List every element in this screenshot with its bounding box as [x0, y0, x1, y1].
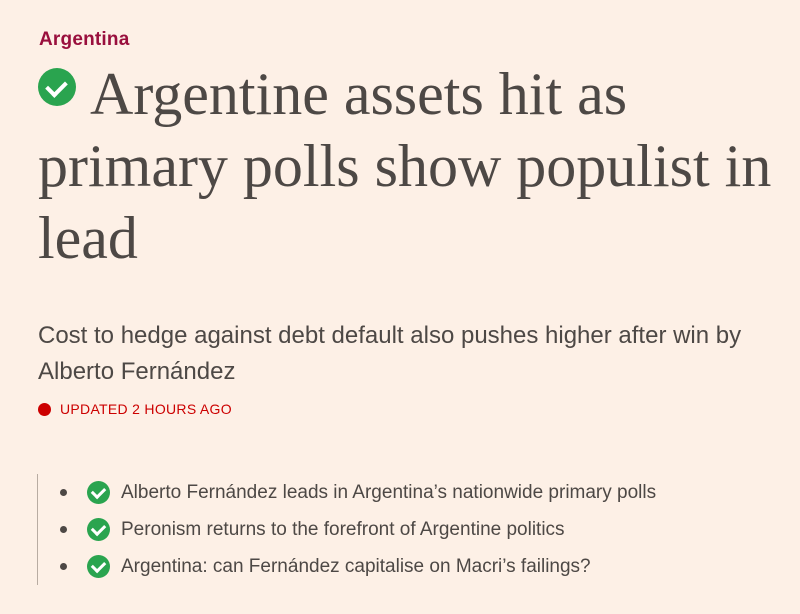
related-item: Peronism returns to the forefront of Arg… — [38, 511, 738, 548]
standfirst: Cost to hedge against debt default also … — [38, 322, 742, 385]
check-circle-icon — [87, 481, 110, 504]
check-circle-icon — [87, 518, 110, 541]
related-link-1[interactable]: Alberto Fernández leads in Argentina’s n… — [121, 481, 657, 503]
related-link-2[interactable]: Peronism returns to the forefront of Arg… — [121, 518, 565, 540]
updated-text: UPDATED 2 HOURS AGO — [60, 401, 232, 417]
updated-timestamp: UPDATED 2 HOURS AGO — [38, 401, 232, 417]
check-circle-icon — [87, 555, 110, 578]
related-item: Argentina: can Fernández capitalise on M… — [38, 548, 738, 585]
headline: Argentine assets hit as primary polls sh… — [38, 58, 778, 274]
topic-link[interactable]: Argentina — [39, 29, 130, 50]
bullet-icon — [60, 489, 67, 496]
related-link-3[interactable]: Argentina: can Fernández capitalise on M… — [121, 555, 591, 577]
red-dot-icon — [38, 402, 51, 416]
related-links-list: Alberto Fernández leads in Argentina’s n… — [37, 474, 738, 585]
headline-text: Argentine assets hit as primary polls sh… — [38, 61, 772, 271]
related-item: Alberto Fernández leads in Argentina’s n… — [38, 474, 738, 511]
bullet-icon — [60, 526, 67, 533]
check-circle-icon — [38, 68, 76, 106]
bullet-icon — [60, 563, 67, 570]
